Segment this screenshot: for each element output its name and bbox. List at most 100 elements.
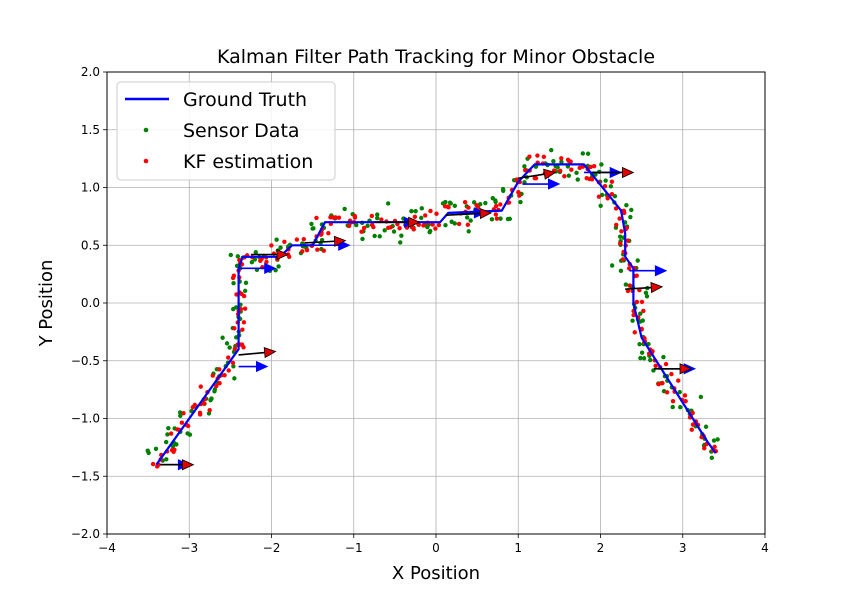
kf-estimation-point [631, 312, 636, 318]
kf-heading-arrow [653, 363, 692, 375]
sensor-data-point [698, 394, 704, 400]
sensor-data-point [409, 209, 414, 214]
sensor-data-point [243, 280, 249, 285]
sensor-data-point [212, 387, 218, 392]
legend-label-kf-estimation: KF estimation [183, 151, 313, 173]
sensor-data-point [603, 178, 608, 183]
kf-heading-arrow [625, 281, 664, 294]
kf-estimation-point [682, 393, 688, 398]
kf-estimation-point [397, 226, 402, 231]
kf-estimation-point [352, 215, 358, 220]
sensor-data-point [419, 215, 424, 221]
kf-estimation-point [379, 217, 384, 222]
kf-estimation-point [359, 229, 364, 234]
sensor-data-point [365, 223, 370, 229]
sensor-data-point [391, 229, 397, 234]
sensor-data-point [489, 217, 495, 222]
kf-heading-arrow [518, 168, 557, 180]
sensor-data-point [709, 455, 715, 461]
sensor-data-point [630, 318, 635, 323]
x-tick-label: 1 [514, 541, 522, 555]
kf-estimation-point [562, 174, 567, 179]
kf-estimation-point [614, 222, 619, 228]
kf-heading-arrow-head [263, 347, 277, 359]
kf-heading-arrow-shaft [625, 286, 652, 290]
kf-estimation-point [301, 236, 307, 242]
sensor-data-point [382, 228, 387, 233]
kf-estimation-point [241, 320, 247, 325]
kf-estimation-point [214, 383, 219, 389]
sensor-data-point [224, 341, 230, 346]
kf-estimation-point [569, 167, 574, 172]
kf-estimation-point [516, 190, 521, 195]
kf-estimation-point [361, 225, 367, 231]
sensor-data-point [228, 252, 233, 258]
sensor-data-point [551, 158, 556, 164]
y-tick-label: 1.5 [81, 123, 100, 137]
kf-heading-arrow-head [333, 235, 347, 247]
legend-swatch-sensor-data [143, 127, 149, 133]
kf-heading-arrow-head [408, 216, 421, 228]
sensor-data-point [644, 294, 650, 299]
kf-estimation-point [522, 168, 528, 173]
sensor-data-point [276, 264, 281, 269]
y-tick-label: 0.0 [81, 296, 100, 310]
kf-estimation-point [242, 306, 248, 311]
kf-estimation-point [314, 215, 319, 221]
kf-estimation-point [428, 208, 433, 214]
legend-box [116, 81, 336, 181]
sensor-data-point [452, 203, 458, 208]
sensor-data-point [443, 222, 448, 228]
sensor-data-point [559, 159, 564, 165]
sensor-data-point [233, 335, 239, 340]
x-tick-label: 4 [761, 541, 769, 555]
kf-estimation-point [369, 213, 375, 219]
ground-truth-heading-arrow [238, 360, 269, 373]
kf-estimation-point [282, 239, 287, 244]
kf-estimation-point [712, 444, 717, 449]
kf-heading-arrow [238, 347, 277, 359]
sensor-data-point [377, 234, 382, 239]
sensor-data-point [372, 233, 377, 239]
kf-estimation-point [388, 225, 393, 230]
sensor-data-point [428, 228, 433, 234]
legend-label-ground-truth: Ground Truth [183, 89, 307, 111]
sensor-data-point [635, 258, 640, 263]
kf-estimation-point [175, 427, 180, 432]
ground-truth-line [155, 163, 717, 466]
sensor-data-point [342, 206, 347, 212]
kf-estimation-point [465, 222, 471, 227]
sensor-data-point [385, 201, 391, 206]
kf-estimation-point [625, 288, 631, 294]
sensor-data-point [599, 162, 604, 167]
sensor-data-point [471, 200, 477, 205]
sensor-data-point [419, 206, 424, 211]
kf-estimation-point [639, 299, 645, 305]
sensor-data-point [449, 219, 454, 224]
kf-estimation-point [421, 223, 426, 228]
sensor-data-point [638, 311, 643, 316]
kf-estimation-point [557, 168, 563, 174]
sensor-data-point [170, 444, 176, 449]
kf-estimation-point [689, 427, 694, 432]
kf-estimation-point [336, 215, 342, 220]
kf-estimation-point [300, 249, 305, 254]
sensor-data-point [500, 186, 506, 192]
kf-estimation-point [541, 154, 547, 159]
kf-estimation-point [660, 380, 665, 386]
sensor-data-point [703, 424, 709, 429]
kf-heading-arrow-head [276, 248, 289, 261]
sensor-data-point [375, 212, 380, 217]
kf-estimation-point [634, 299, 640, 305]
ground-truth-heading-arrow [629, 265, 668, 277]
kf-estimation-point [197, 412, 203, 417]
kf-heading-arrow-shaft [304, 240, 335, 244]
x-tick-label: 0 [432, 541, 440, 555]
kf-estimation-point [591, 163, 597, 169]
sensor-data-point [608, 184, 614, 189]
y-tick-label: −1.0 [71, 412, 100, 426]
kf-estimation-point [676, 378, 681, 383]
kf-estimation-point [527, 154, 532, 159]
sensor-data-point [278, 245, 283, 250]
sensor-data-point [206, 411, 212, 416]
